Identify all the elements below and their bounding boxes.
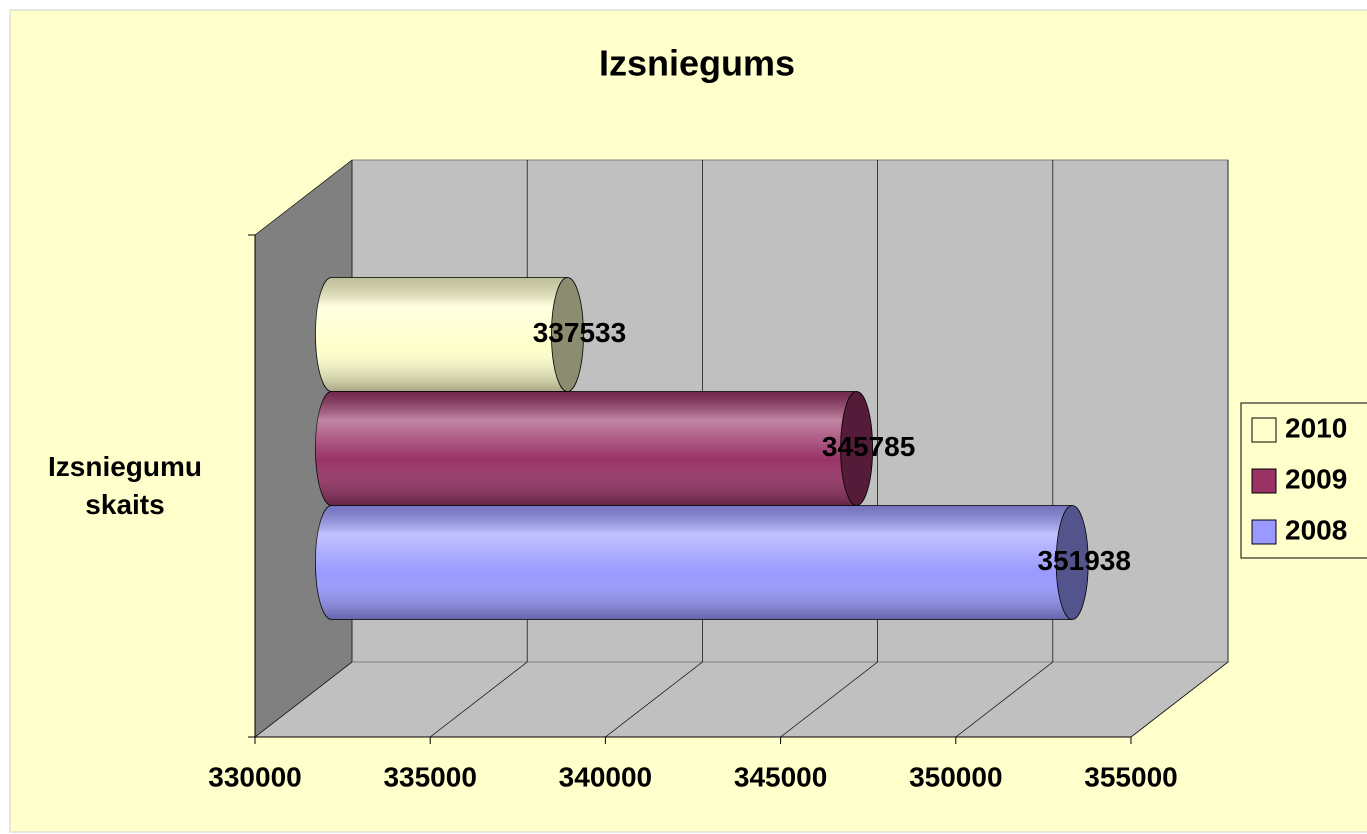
x-tick-label: 350000 bbox=[909, 761, 1002, 792]
x-tick-label: 355000 bbox=[1084, 761, 1177, 792]
legend-label: 2008 bbox=[1285, 514, 1347, 545]
x-tick-label: 345000 bbox=[734, 761, 827, 792]
bar-end-shade bbox=[840, 391, 873, 506]
legend-label: 2010 bbox=[1285, 412, 1347, 443]
bar-end-shade bbox=[1056, 505, 1089, 620]
bar-shading bbox=[315, 505, 1073, 620]
legend-swatch bbox=[1251, 468, 1277, 494]
floor-grid-line bbox=[429, 661, 528, 738]
legend-swatch bbox=[1251, 519, 1277, 545]
floor-grid-line bbox=[780, 661, 878, 738]
floor-grid-line bbox=[955, 661, 1054, 738]
data-label: 351938 bbox=[1037, 545, 1130, 576]
legend-label: 2009 bbox=[1285, 463, 1347, 494]
category-label: Izsniegumu skaits bbox=[47, 451, 202, 520]
floor bbox=[253, 661, 1230, 738]
bar-end-shade bbox=[551, 277, 584, 392]
floor-grid-line bbox=[1130, 661, 1229, 738]
bar-shading bbox=[315, 277, 568, 392]
floor-grid-line bbox=[254, 661, 353, 738]
floor-grid-line bbox=[605, 661, 703, 738]
x-tick-label: 335000 bbox=[383, 761, 476, 792]
bar-shading bbox=[315, 391, 857, 506]
bar-end bbox=[1055, 505, 1089, 620]
chart-title: Izsniegums bbox=[599, 43, 795, 84]
data-label: 337533 bbox=[533, 317, 626, 348]
x-tick-label: 340000 bbox=[559, 761, 652, 792]
x-tick-label: 330000 bbox=[208, 761, 301, 792]
data-label: 345785 bbox=[822, 431, 915, 462]
legend-swatch bbox=[1251, 417, 1277, 443]
